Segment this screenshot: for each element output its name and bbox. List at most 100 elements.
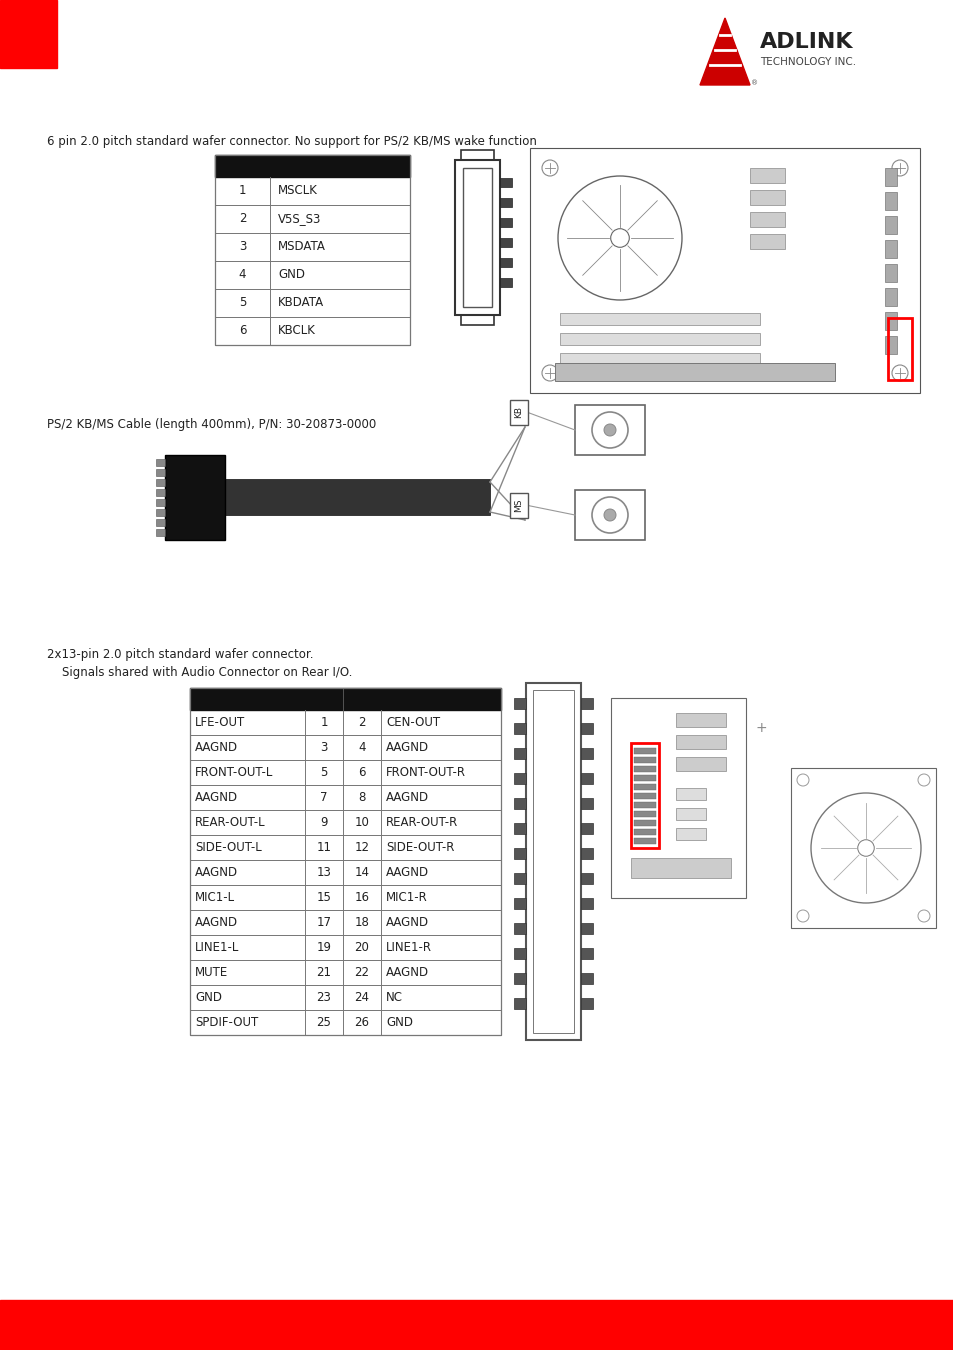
Bar (156, 468, 165, 477)
Bar (580, 698, 593, 709)
Bar (510, 493, 527, 518)
Bar (884, 265, 896, 282)
Bar (749, 190, 784, 205)
Text: 8: 8 (358, 791, 365, 805)
Bar (634, 775, 656, 782)
Text: 21: 21 (316, 967, 331, 979)
Bar (580, 898, 593, 909)
Bar (580, 998, 593, 1008)
Text: AAGND: AAGND (386, 967, 429, 979)
Bar (634, 748, 656, 755)
Bar (190, 986, 500, 1010)
Bar (884, 167, 896, 186)
Text: 6: 6 (238, 324, 246, 338)
Text: MUTE: MUTE (194, 967, 228, 979)
Text: 6: 6 (358, 765, 365, 779)
Bar (610, 698, 745, 898)
Bar (575, 405, 644, 455)
Bar (580, 848, 593, 859)
Bar (580, 948, 593, 958)
Bar (214, 261, 410, 289)
Bar (676, 734, 725, 749)
Bar (460, 315, 494, 325)
Bar (884, 216, 896, 234)
Text: 5: 5 (320, 765, 327, 779)
Text: 24: 24 (355, 991, 369, 1004)
Text: 2x13-pin 2.0 pitch standard wafer connector.: 2x13-pin 2.0 pitch standard wafer connec… (47, 648, 314, 662)
Bar (514, 724, 525, 734)
Text: ADLINK: ADLINK (760, 32, 853, 53)
Text: REAR-OUT-L: REAR-OUT-L (194, 815, 265, 829)
Text: KB: KB (514, 406, 523, 418)
Bar (580, 724, 593, 734)
Bar (514, 698, 525, 709)
Bar (884, 240, 896, 258)
Text: TECHNOLOGY INC.: TECHNOLOGY INC. (760, 57, 855, 68)
Text: 2: 2 (238, 212, 246, 225)
Bar (514, 848, 525, 859)
Text: 19: 19 (316, 941, 331, 954)
Bar (580, 923, 593, 934)
Text: KBDATA: KBDATA (277, 297, 324, 309)
Bar (190, 910, 500, 936)
Bar (514, 748, 525, 759)
Bar (156, 509, 165, 516)
Text: 5: 5 (238, 297, 246, 309)
Bar (559, 313, 760, 325)
Text: 4: 4 (358, 741, 365, 755)
Bar (214, 317, 410, 346)
Bar (499, 278, 512, 288)
Text: 23: 23 (316, 991, 331, 1004)
Text: 1: 1 (320, 716, 328, 729)
Bar (514, 824, 525, 834)
Bar (190, 784, 500, 810)
Text: AAGND: AAGND (194, 865, 238, 879)
Bar (165, 455, 225, 540)
Bar (634, 765, 656, 772)
Text: 3: 3 (238, 240, 246, 254)
Bar (676, 809, 705, 819)
Bar (0, 1300, 953, 1350)
Bar (214, 234, 410, 261)
Text: 1: 1 (238, 185, 246, 197)
Bar (514, 973, 525, 984)
Text: CEN-OUT: CEN-OUT (386, 716, 439, 729)
Bar (455, 161, 499, 315)
Bar (190, 688, 500, 1035)
Text: +: + (755, 721, 766, 734)
Bar (559, 352, 760, 365)
Circle shape (603, 424, 616, 436)
Bar (634, 792, 656, 799)
Bar (190, 860, 500, 886)
Text: 20: 20 (355, 941, 369, 954)
Bar (514, 998, 525, 1008)
Text: AAGND: AAGND (194, 791, 238, 805)
Bar (580, 824, 593, 834)
Bar (555, 363, 834, 381)
Bar (676, 788, 705, 801)
Text: 22: 22 (355, 967, 369, 979)
Text: 4: 4 (238, 269, 246, 282)
Bar (214, 155, 410, 346)
Bar (676, 713, 725, 728)
Bar (190, 688, 500, 710)
Bar (190, 936, 500, 960)
Bar (462, 167, 492, 306)
Text: FRONT-OUT-L: FRONT-OUT-L (194, 765, 274, 779)
Bar (580, 798, 593, 809)
Bar (190, 710, 500, 734)
Text: SIDE-OUT-R: SIDE-OUT-R (386, 841, 454, 855)
Text: MIC1-L: MIC1-L (194, 891, 234, 904)
Bar (884, 192, 896, 211)
Bar (676, 757, 725, 771)
Bar (156, 459, 165, 466)
Text: 15: 15 (316, 891, 331, 904)
Bar (499, 238, 512, 247)
Bar (460, 150, 494, 161)
Text: 26: 26 (355, 1017, 369, 1029)
Text: 25: 25 (316, 1017, 331, 1029)
Bar (580, 748, 593, 759)
Text: MSDATA: MSDATA (277, 240, 326, 254)
Bar (499, 258, 512, 267)
Bar (634, 838, 656, 844)
